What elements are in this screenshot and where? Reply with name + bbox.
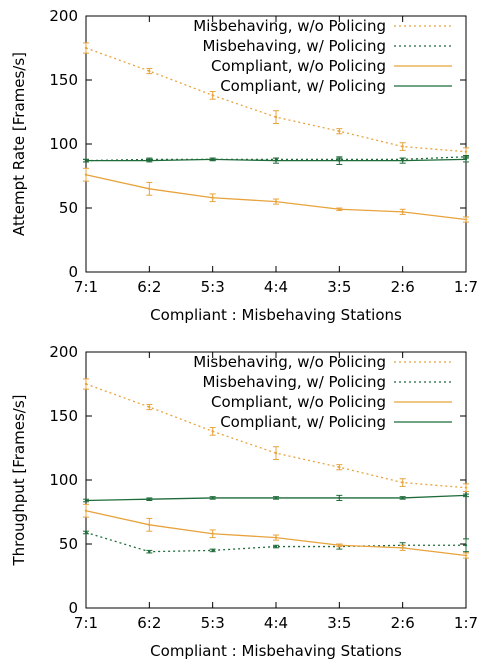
- legend-label: Compliant, w/ Policing: [220, 77, 386, 95]
- data-point: [338, 466, 341, 469]
- data-point: [401, 481, 404, 484]
- x-tick-label: 3:5: [327, 614, 351, 632]
- data-point: [338, 544, 341, 547]
- series-1: [83, 42, 469, 157]
- series-4: [83, 493, 469, 503]
- data-point: [211, 94, 214, 97]
- y-tick-label: 0: [68, 263, 78, 281]
- y-tick-label: 200: [49, 7, 78, 25]
- legend-label: Misbehaving, w/ Policing: [202, 37, 386, 55]
- data-point: [211, 532, 214, 535]
- x-tick-label: 4:4: [264, 614, 288, 632]
- data-point: [401, 546, 404, 550]
- data-point: [148, 523, 151, 526]
- series-1: [83, 378, 469, 493]
- series-3: [83, 167, 469, 223]
- data-point: [148, 187, 151, 190]
- x-tick-label: 7:1: [74, 614, 98, 632]
- data-point: [148, 159, 151, 162]
- data-point: [464, 544, 468, 547]
- legend-label: Misbehaving, w/o Policing: [193, 17, 386, 35]
- legend-label: Compliant, w/ Policing: [220, 413, 386, 431]
- data-point: [211, 549, 214, 552]
- y-tick-label: 150: [49, 71, 78, 89]
- data-point: [338, 496, 341, 500]
- x-tick-label: 1:7: [454, 614, 478, 632]
- data-point: [274, 115, 278, 119]
- data-point: [148, 550, 151, 553]
- data-point: [274, 545, 278, 548]
- data-point: [148, 498, 151, 501]
- data-point: [211, 158, 214, 161]
- data-point: [211, 196, 214, 199]
- data-point: [148, 69, 151, 73]
- x-axis-label: Compliant : Misbehaving Stations: [150, 306, 402, 324]
- data-point: [274, 451, 278, 455]
- x-tick-label: 2:6: [391, 614, 415, 632]
- y-tick-label: 200: [49, 343, 78, 361]
- data-point: [84, 531, 88, 534]
- y-axis-label: Attempt Rate [Frames/s]: [10, 52, 28, 236]
- data-point: [401, 496, 404, 500]
- y-tick-label: 0: [68, 599, 78, 617]
- y-tick-label: 100: [49, 135, 78, 153]
- series-line: [85, 510, 467, 557]
- data-point: [464, 486, 468, 489]
- legend-label: Compliant, w/o Policing: [211, 57, 386, 75]
- x-tick-label: 7:1: [74, 278, 98, 296]
- data-point: [211, 496, 214, 500]
- data-point: [338, 130, 341, 133]
- data-point: [464, 494, 468, 497]
- data-point: [464, 218, 468, 221]
- x-tick-label: 1:7: [454, 278, 478, 296]
- y-tick-label: 50: [59, 535, 78, 553]
- data-point: [274, 200, 278, 203]
- data-point: [84, 499, 88, 502]
- data-point: [338, 208, 341, 211]
- y-axis-label: Throughput [Frames/s]: [10, 394, 28, 566]
- chart-panel-2: 0 50 100 150 200 7:1 6:2 5:3 4:4 3:5 2:6 1:7 Complia…: [10, 343, 478, 660]
- chart-panel-1: 0 50 100 150 200 7:1 6:2 5:3 4:4 3:5 2:6 1:7 Complia…: [10, 7, 478, 324]
- data-point: [84, 46, 88, 50]
- x-axis-label: Compliant : Misbehaving Stations: [150, 642, 402, 660]
- x-tick-label: 2:6: [391, 278, 415, 296]
- legend-label: Misbehaving, w/o Policing: [193, 353, 386, 371]
- series-4: [83, 156, 469, 165]
- data-point: [401, 159, 404, 162]
- data-point: [148, 405, 151, 409]
- series-3: [83, 503, 469, 559]
- data-point: [401, 210, 404, 214]
- data-point: [84, 509, 88, 512]
- data-point: [464, 150, 468, 153]
- data-point: [84, 159, 88, 162]
- legend-label: Compliant, w/o Policing: [211, 393, 386, 411]
- x-tick-label: 3:5: [327, 278, 351, 296]
- series-2: [83, 530, 469, 554]
- x-tick-label: 4:4: [264, 278, 288, 296]
- legend: Misbehaving, w/o Policing Misbehaving, w/…: [193, 353, 452, 431]
- data-point: [464, 554, 468, 557]
- legend: Misbehaving, w/o Policing Misbehaving, w/…: [193, 17, 452, 95]
- data-point: [211, 430, 214, 433]
- x-tick-label: 5:3: [201, 278, 225, 296]
- y-tick-label: 150: [49, 407, 78, 425]
- data-point: [401, 145, 404, 148]
- x-tick-label: 5:3: [201, 614, 225, 632]
- y-tick-label: 50: [59, 199, 78, 217]
- x-tick-label: 6:2: [137, 614, 161, 632]
- data-point: [84, 382, 88, 386]
- legend-label: Misbehaving, w/ Policing: [202, 373, 386, 391]
- y-tick-label: 100: [49, 471, 78, 489]
- data-point: [274, 496, 278, 500]
- data-point: [274, 536, 278, 539]
- data-point: [274, 159, 278, 162]
- data-point: [338, 159, 341, 162]
- x-tick-label: 6:2: [137, 278, 161, 296]
- data-point: [84, 173, 88, 176]
- series-line: [85, 174, 467, 221]
- data-point: [464, 158, 468, 161]
